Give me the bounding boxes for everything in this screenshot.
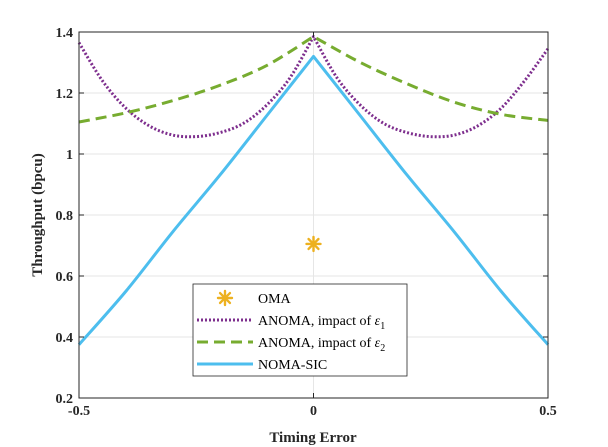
oma-marker	[305, 235, 322, 253]
legend-item: OMA	[216, 289, 292, 307]
legend-item: ANOMA, impact of ε1	[197, 314, 385, 332]
legend: OMA ANOMA, impact of ε1 ANOMA, impact of ε…	[192, 283, 408, 377]
legend-label: ANOMA, impact of ε1	[258, 314, 385, 332]
x-tick-label: 0.5	[539, 404, 557, 419]
y-tick-label: 0.8	[56, 209, 74, 224]
y-tick-label: 1	[66, 148, 73, 163]
y-axis-title: Throughput (bpcu)	[30, 153, 46, 277]
legend-label: NOMA-SIC	[258, 358, 327, 373]
y-tick-label: 1.2	[56, 87, 74, 102]
y-tick-label: 0.2	[56, 392, 74, 407]
legend-item: ANOMA, impact of ε2	[197, 336, 385, 354]
legend-swatch-oma	[216, 289, 234, 307]
x-tick-label: 0	[310, 404, 317, 419]
legend-box	[192, 283, 408, 377]
legend-item: NOMA-SIC	[197, 358, 327, 373]
legend-label: OMA	[258, 292, 292, 307]
ticks: -0.5 0 0.5 0.2 0.4 0.6 0.8 1 1.2 1.4	[56, 26, 557, 419]
y-tick-label: 1.4	[56, 26, 74, 41]
x-tick-label: -0.5	[68, 404, 90, 419]
legend-label: ANOMA, impact of ε2	[258, 336, 385, 354]
x-axis-title: Timing Error	[269, 430, 357, 446]
y-tick-label: 0.6	[56, 270, 74, 285]
noma-sic-line	[77, 54, 550, 346]
y-tick-label: 0.4	[56, 331, 74, 346]
